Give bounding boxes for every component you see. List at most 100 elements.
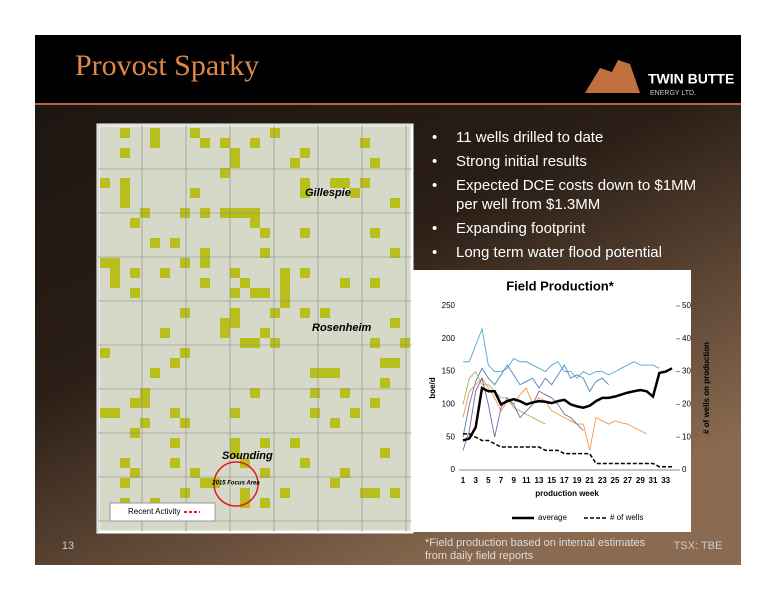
map-parcel	[370, 278, 380, 288]
map-parcel	[170, 438, 180, 448]
map-parcel	[120, 128, 130, 138]
map-parcel	[180, 258, 190, 268]
map-parcel	[250, 138, 260, 148]
y2-tick-label: 50	[682, 301, 691, 310]
map-parcel	[110, 268, 120, 278]
map-parcel	[170, 458, 180, 468]
legend-label: average	[538, 513, 567, 522]
y2-tick-label: 40	[682, 334, 691, 343]
map-parcel	[230, 438, 240, 448]
map-parcel	[110, 258, 120, 268]
x-tick-label: 15	[547, 476, 556, 485]
x-tick-label: 9	[511, 476, 516, 485]
map-parcel	[360, 138, 370, 148]
map-parcel	[110, 278, 120, 288]
logo-icon	[585, 60, 640, 93]
y2-tick-label: 10	[682, 432, 691, 441]
y-axis-label: boe/d	[428, 377, 437, 398]
map-parcel	[370, 398, 380, 408]
map-parcel	[390, 198, 400, 208]
map-parcel	[330, 178, 340, 188]
map-parcel	[370, 488, 380, 498]
map-parcel	[130, 218, 140, 228]
map-parcel	[100, 178, 110, 188]
map-parcel	[150, 368, 160, 378]
map-parcel	[340, 178, 350, 188]
map-parcel	[300, 308, 310, 318]
map-parcel	[300, 268, 310, 278]
map-legend-text: Recent Activity	[128, 507, 180, 516]
map-parcel	[260, 288, 270, 298]
map-parcel	[100, 348, 110, 358]
map-parcel	[230, 288, 240, 298]
x-tick-label: 25	[611, 476, 620, 485]
map-parcel	[230, 308, 240, 318]
map-parcel	[280, 298, 290, 308]
y2-tick-label: 30	[682, 367, 691, 376]
map-parcel	[150, 128, 160, 138]
map-label: Sounding	[222, 450, 273, 462]
map-label: Gillespie	[305, 187, 351, 199]
map-parcel	[190, 128, 200, 138]
map-parcel	[140, 388, 150, 398]
x-tick-label: 1	[461, 476, 466, 485]
map-parcel	[280, 268, 290, 278]
chart: Field Production*05010015020025001020304…	[428, 278, 711, 522]
map-parcel	[390, 358, 400, 368]
map-parcel	[280, 278, 290, 288]
map-parcel	[300, 228, 310, 238]
page-number: 13	[62, 540, 74, 552]
map-parcel	[350, 408, 360, 418]
map-parcel	[230, 148, 240, 158]
map-parcel	[210, 478, 220, 488]
map-parcel	[130, 468, 140, 478]
map-parcel	[260, 328, 270, 338]
x-tick-label: 17	[560, 476, 569, 485]
map-parcel	[100, 258, 110, 268]
map-parcel	[390, 318, 400, 328]
map-parcel	[260, 438, 270, 448]
focus-label: 2015 Focus Area	[211, 481, 260, 487]
map-parcel	[230, 318, 240, 328]
x-tick-label: 29	[636, 476, 645, 485]
focus-circle	[213, 461, 259, 507]
map-parcel	[340, 388, 350, 398]
map-parcel	[140, 418, 150, 428]
map-parcel	[340, 278, 350, 288]
map-parcel	[220, 328, 230, 338]
map-parcel	[370, 228, 380, 238]
map-parcel	[300, 178, 310, 188]
map-parcel	[150, 238, 160, 248]
y2-tick-label: 20	[682, 400, 691, 409]
y-tick-label: 0	[451, 465, 456, 474]
map-parcel	[260, 228, 270, 238]
map-parcel	[280, 288, 290, 298]
x-tick-label: 13	[535, 476, 544, 485]
map-parcel	[180, 488, 190, 498]
map-parcel	[220, 168, 230, 178]
map-parcel	[230, 448, 240, 458]
map-parcel	[250, 388, 260, 398]
y-tick-label: 100	[442, 400, 456, 409]
map-parcel	[230, 158, 240, 168]
y2-tick-label: 0	[682, 465, 687, 474]
map-legend	[109, 502, 216, 522]
bullet: Long term water flood potential	[428, 243, 718, 262]
well-line	[463, 327, 660, 379]
y2-axis-label: # of wells on production	[702, 342, 711, 434]
map-parcel	[320, 308, 330, 318]
series-line	[462, 367, 673, 442]
map-parcel	[270, 308, 280, 318]
x-tick-label: 21	[585, 476, 594, 485]
x-tick-label: 5	[486, 476, 491, 485]
x-tick-label: 27	[623, 476, 632, 485]
map-parcel	[120, 188, 130, 198]
x-tick-label: 3	[473, 476, 478, 485]
map-parcel	[160, 268, 170, 278]
well-line	[462, 377, 647, 451]
map-parcel	[190, 188, 200, 198]
map-parcel	[380, 448, 390, 458]
well-line	[462, 376, 584, 451]
